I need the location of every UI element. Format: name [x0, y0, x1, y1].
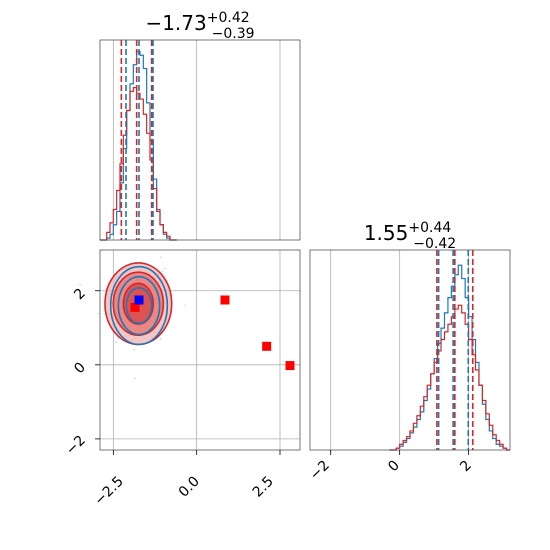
param1-title-sub: −0.39: [212, 26, 255, 42]
sample-point: [159, 256, 162, 259]
x-tick-label: 2: [457, 458, 475, 476]
param2-title: 1.55+0.44 −0.42: [364, 220, 456, 252]
contour-blue: [109, 265, 169, 346]
histogram-series-red: [389, 304, 510, 451]
sample-point: [117, 337, 119, 339]
axes-frame: [99, 249, 301, 451]
contour-blue: [125, 286, 153, 325]
marker-blue: [134, 295, 144, 305]
sample-point: [134, 377, 136, 380]
sample-point: [79, 283, 82, 286]
x-tick-label: 0.0: [176, 474, 203, 501]
param2-title-value: 1.55: [364, 221, 409, 245]
x-tick-label: 2.5: [250, 474, 277, 501]
histogram-param2: [309, 249, 511, 455]
histogram-series-red: [100, 87, 177, 241]
x-tick-label: 0: [385, 458, 403, 476]
y-tick-label: −2: [63, 433, 89, 459]
sample-point: [184, 304, 187, 307]
sample-point: [115, 340, 118, 343]
sample-point: [163, 267, 166, 270]
marker-red: [130, 302, 140, 312]
axes-frame: [309, 249, 511, 451]
sample-point: [97, 312, 100, 315]
param1-title: −1.73+0.42 −0.39: [145, 10, 254, 42]
marker-red: [262, 341, 272, 351]
sample-point: [160, 338, 162, 340]
param2-title-sup: +0.44: [408, 220, 451, 236]
histogram-series-blue: [389, 264, 510, 451]
y-tick-label: 2: [71, 286, 89, 304]
y-tick-label: 0: [71, 360, 89, 378]
marker-red: [220, 295, 230, 305]
sample-point: [161, 270, 164, 273]
x-tick-label: −2.5: [91, 474, 126, 509]
contour-blue: [117, 275, 161, 336]
param2-title-sub: −0.42: [413, 236, 456, 252]
x-tick-label: −2: [307, 458, 333, 484]
sample-point: [133, 349, 136, 351]
param1-title-sup: +0.42: [207, 10, 250, 26]
histogram-param1: [99, 39, 301, 241]
axes-frame: [99, 39, 301, 241]
scatter-joint: [79, 249, 301, 455]
param1-title-value: −1.73: [145, 11, 206, 35]
marker-red: [285, 361, 295, 371]
